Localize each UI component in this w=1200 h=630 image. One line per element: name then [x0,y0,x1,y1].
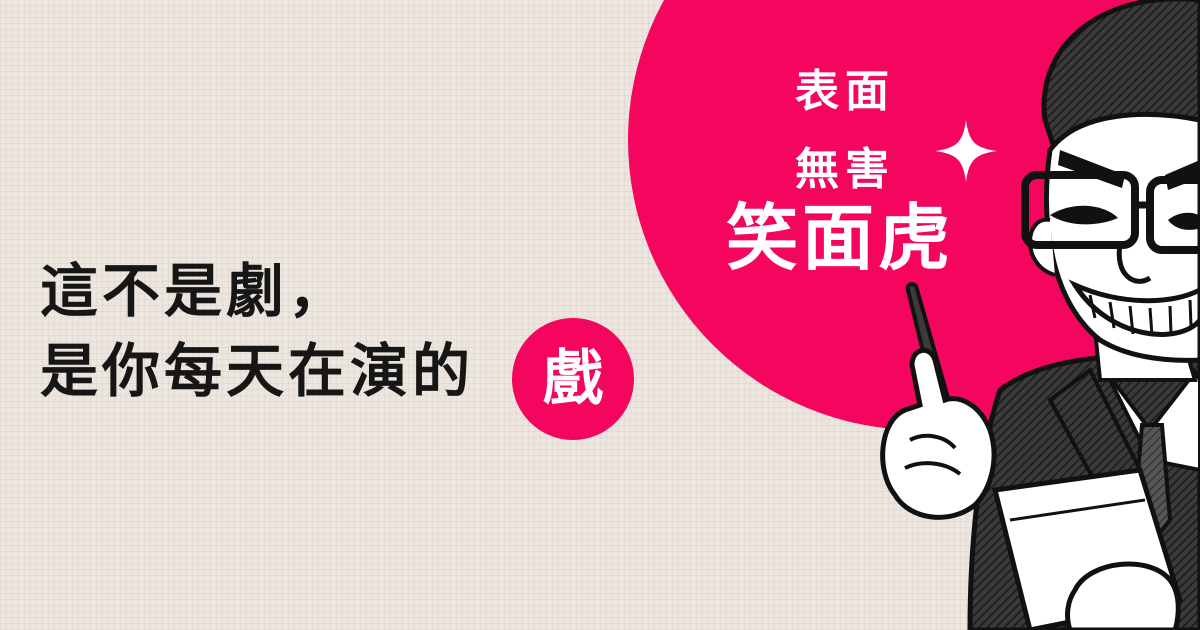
accent-character: 戲 [543,344,603,414]
headline-line-1: 這不是劇， [40,257,351,325]
businessman-illustration [880,0,1200,630]
slogan-line-1: 表面 [795,66,895,117]
slogan-line-2: 無害 [795,144,895,195]
sparkle-icon [935,120,997,182]
slogan-title: 笑面虎 [726,195,955,280]
headline-line-2: 是你每天在演的 [40,337,475,405]
accent-badge: 戲 [512,318,634,440]
